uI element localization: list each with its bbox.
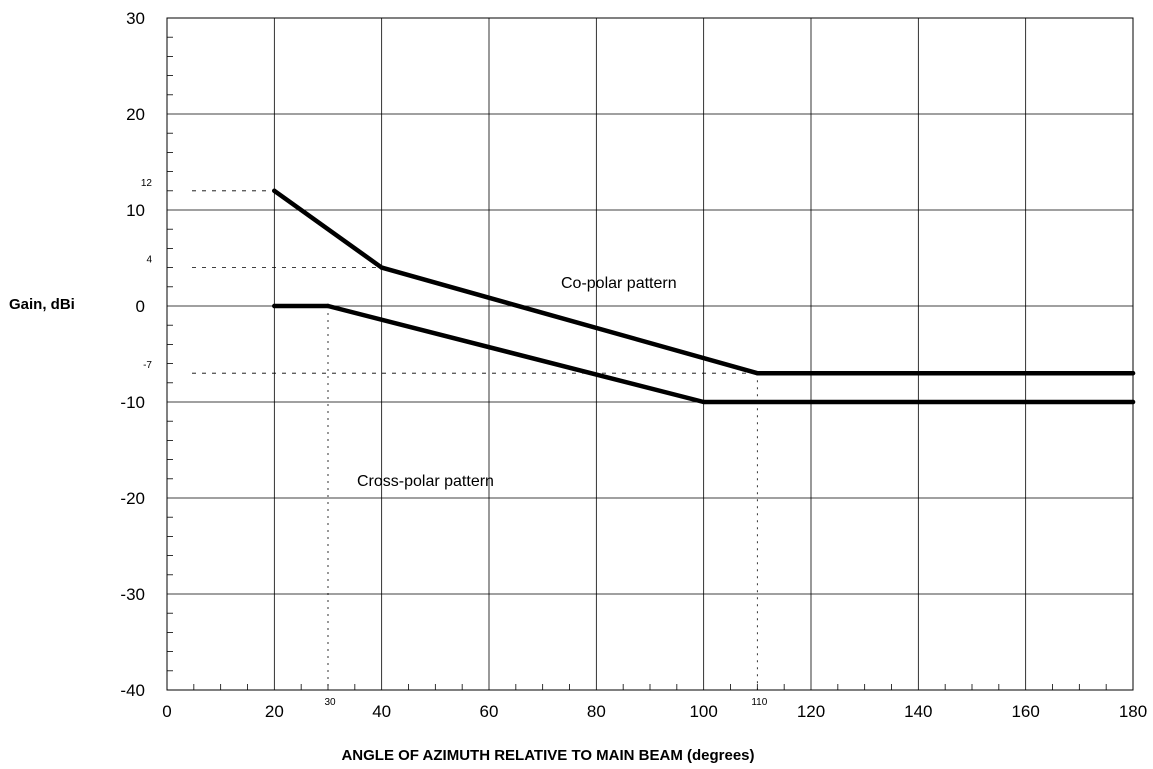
cross-polar-point	[701, 399, 706, 405]
x-axis-title: ANGLE OF AZIMUTH RELATIVE TO MAIN BEAM (…	[341, 747, 754, 764]
x-tick-label: 140	[904, 702, 932, 721]
reference-lines	[192, 190, 758, 690]
y-tick-label: -10	[120, 393, 145, 412]
co-polar-point	[379, 265, 384, 270]
cross-polar-point	[325, 303, 331, 309]
y-tick-label: 10	[126, 201, 145, 220]
minor-ticks	[167, 36, 1107, 690]
h-reference-label: -7	[143, 360, 152, 371]
grid	[166, 17, 1134, 691]
x-tick-label: 60	[480, 702, 499, 721]
x-tick-label: 100	[689, 702, 717, 721]
tick-labels: 0 20 40 60 80 100 120 140 160 180 -40 -30 -20 -10 0 10 2…	[120, 9, 1147, 721]
y-tick-label: -20	[120, 489, 145, 508]
series-label-cross-polar: Cross-polar pattern	[357, 473, 494, 490]
co-polar-point	[272, 188, 277, 193]
x-tick-label: 40	[372, 702, 391, 721]
y-tick-label: 20	[126, 105, 145, 124]
cross-polar-line	[272, 303, 1136, 405]
series-label-co-polar: Co-polar pattern	[561, 275, 677, 292]
series-lines	[272, 188, 1136, 405]
plot-frame	[166, 17, 1134, 691]
x-tick-label: 0	[162, 702, 171, 721]
co-polar-line	[272, 188, 1136, 376]
y-axis-title: Gain, dBi	[9, 296, 75, 313]
co-polar-point	[755, 371, 760, 376]
cross-polar-point	[272, 303, 277, 309]
x-tick-label: 120	[797, 702, 825, 721]
y-tick-label: -30	[120, 585, 145, 604]
h-reference-label: 4	[146, 255, 152, 266]
x-tick-label: 20	[265, 702, 284, 721]
y-tick-label: 30	[126, 9, 145, 28]
y-tick-label: -40	[120, 681, 145, 700]
x-tick-label: 180	[1119, 702, 1147, 721]
x-tick-label: 80	[587, 702, 606, 721]
v-reference-label: 30	[324, 697, 336, 708]
x-tick-label: 160	[1011, 702, 1039, 721]
h-reference-label: 12	[141, 178, 153, 189]
v-reference-label: 110	[751, 697, 767, 708]
y-tick-label: 0	[136, 297, 145, 316]
